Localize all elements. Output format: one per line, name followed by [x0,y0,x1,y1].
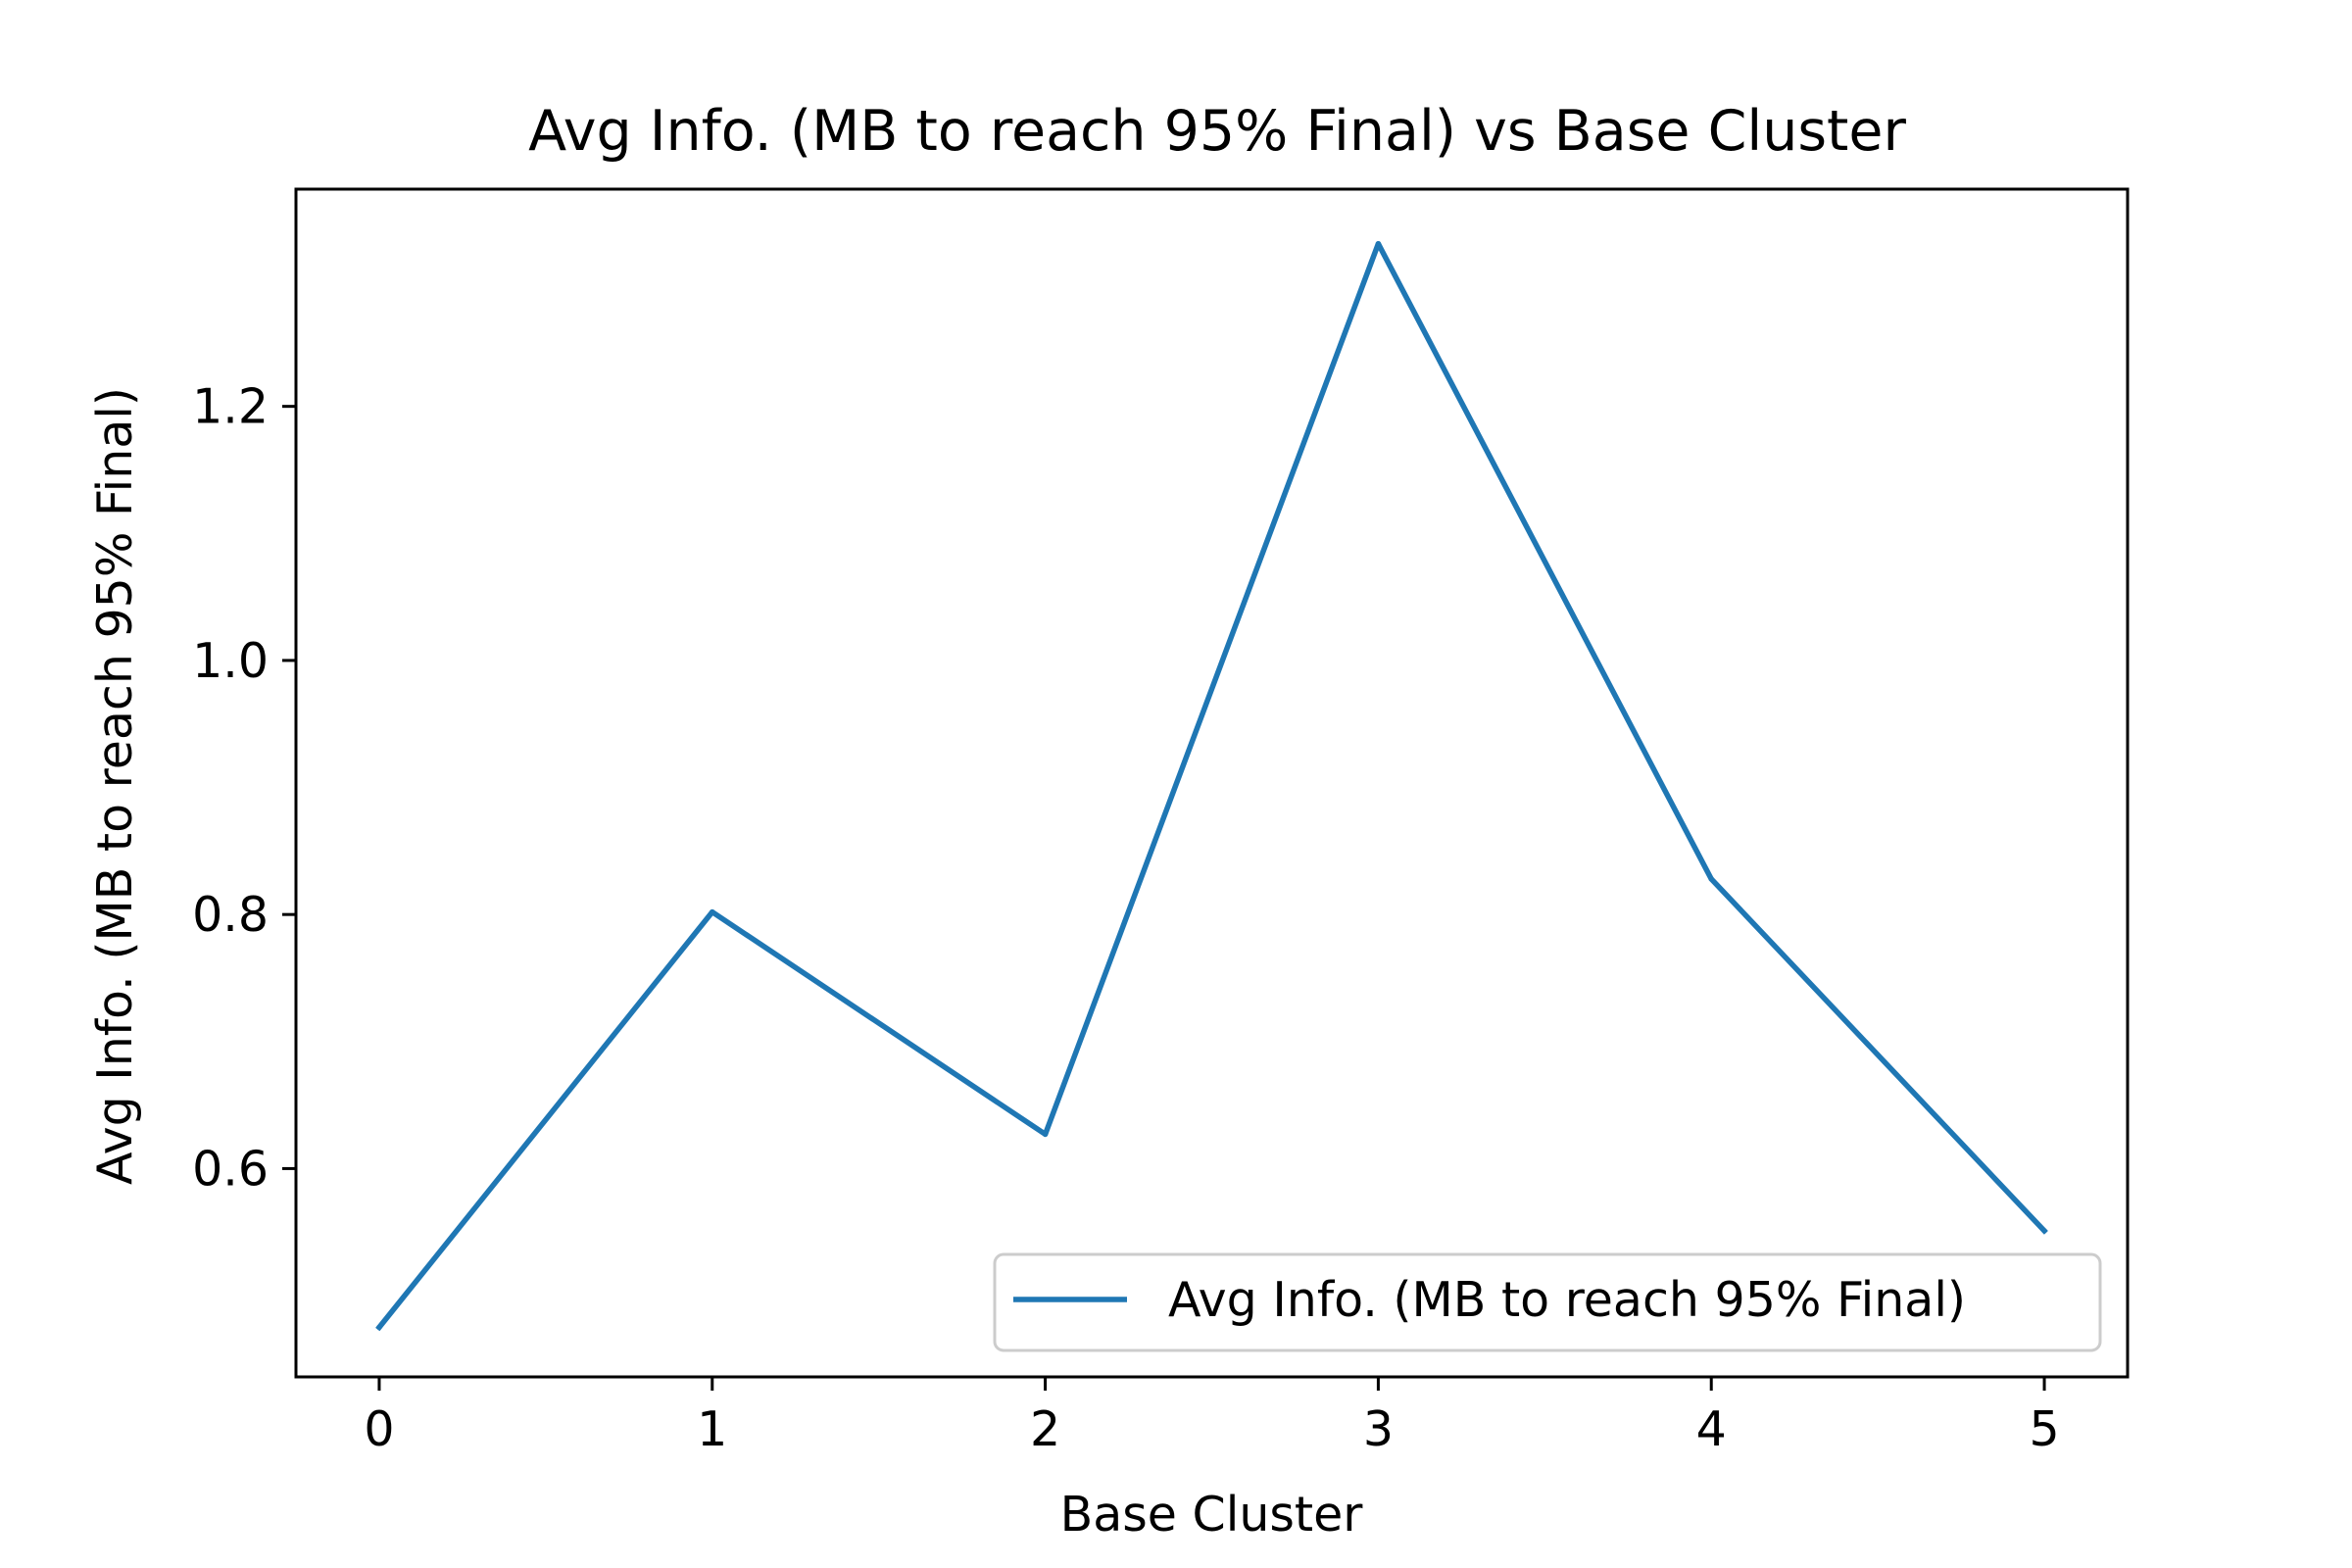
x-tick-label: 3 [1363,1401,1394,1457]
legend-box [993,1252,2102,1352]
data-points [376,240,2047,1331]
chart-title: Avg Info. (MB to reach 95% Final) vs Bas… [528,99,1906,164]
axis-ticks: 0 1 2 3 4 5 0.6 0.8 1.0 1.2 [192,379,2060,1457]
x-tick-label: 0 [364,1401,394,1457]
y-tick-label: 1.2 [192,379,269,435]
x-tick-label: 4 [1696,1401,1727,1457]
plot-frame [294,187,2130,1379]
y-tick-label: 0.6 [192,1141,269,1197]
data-point [376,1324,382,1331]
legend: Avg Info. (MB to reach 95% Final) [993,1252,2102,1352]
x-tick-label: 1 [697,1401,727,1457]
y-axis-label: Avg Info. (MB to reach 95% Final) [87,387,143,1185]
x-tick-label: 5 [2029,1401,2059,1457]
y-tick-label: 1.0 [192,633,269,689]
x-axis-label: Base Cluster [1060,1487,1364,1543]
y-tick-label: 0.8 [192,887,269,943]
data-point [1042,1131,1049,1138]
x-tick-label: 2 [1030,1401,1060,1457]
series-line [375,240,2048,1332]
data-point [1708,876,1714,882]
legend-label: Avg Info. (MB to reach 95% Final) [1168,1272,1966,1328]
data-point [2041,1228,2047,1234]
data-point [710,908,715,915]
data-point [1375,240,1382,247]
